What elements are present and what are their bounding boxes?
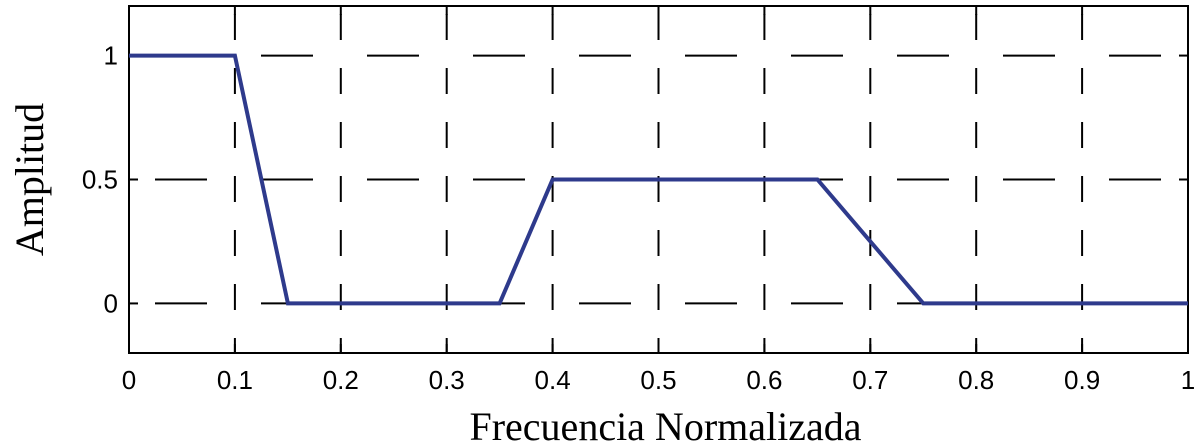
axis-ticks: [128, 6, 1189, 353]
series: [129, 53, 1188, 306]
x-tick-label: 0.7: [852, 365, 888, 395]
x-axis-title: Frecuencia Normalizada: [469, 404, 861, 446]
x-tick-label: 0.1: [217, 365, 253, 395]
y-axis-title: Amplitud: [7, 103, 52, 256]
x-tick-label: 0.6: [746, 365, 782, 395]
y-tick-label: 0.5: [82, 165, 118, 195]
x-tick-label: 0.2: [323, 365, 359, 395]
x-tick-label: 0: [122, 365, 136, 395]
series-line: [129, 53, 1188, 306]
x-tick-label: 0.9: [1064, 365, 1100, 395]
x-tick-label: 0.3: [429, 365, 465, 395]
tick-labels: 0 0.1 0.2 0.3 0.4 0.5 0.6 0.7 0.8 0.9 1 0 0.5 1: [82, 41, 1195, 395]
y-tick-label: 1: [104, 41, 118, 71]
y-tick-label: 0: [104, 288, 118, 318]
x-tick-label: 0.4: [535, 365, 571, 395]
x-tick-label: 0.5: [640, 365, 676, 395]
x-tick-label: 0.8: [958, 365, 994, 395]
x-tick-label: 1: [1181, 365, 1195, 395]
